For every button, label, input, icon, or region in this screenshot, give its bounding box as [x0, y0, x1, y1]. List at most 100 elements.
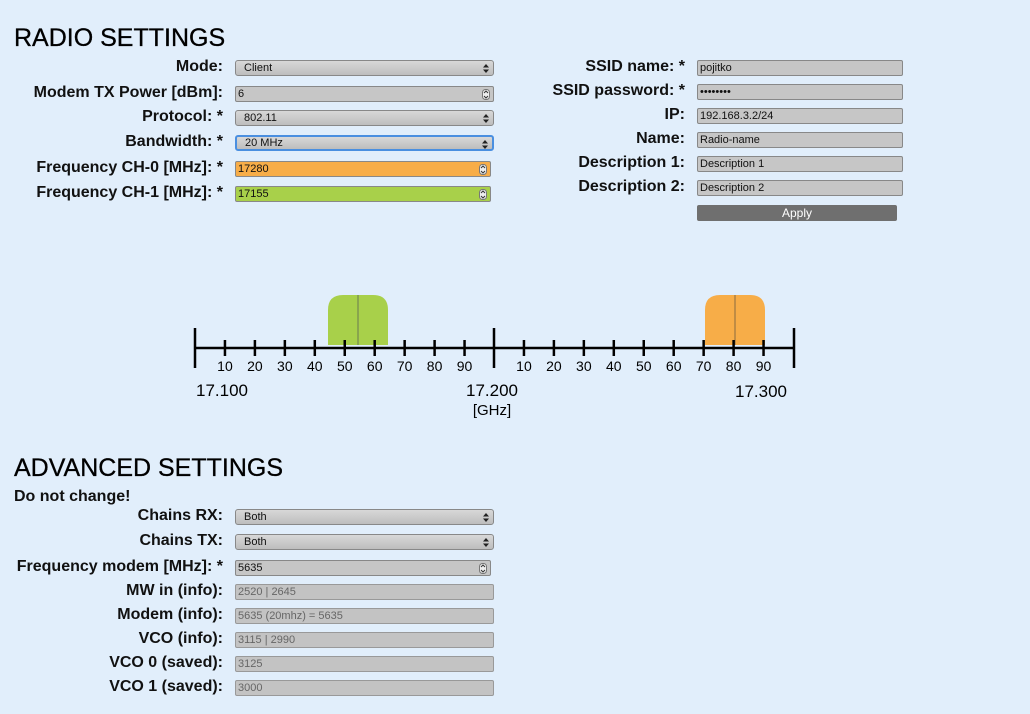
field-text: 3125 — [238, 658, 263, 670]
field-text: Frequency modem [MHz]: * — [16, 558, 223, 575]
tick-label: 50 — [337, 358, 353, 374]
input[interactable]: •••••••• — [697, 84, 903, 100]
select-arrow — [482, 140, 488, 149]
field-label: Modem TX Power [dBm]: — [34, 84, 223, 102]
field-text: 192.168.3.2/24 — [700, 110, 774, 122]
field-text: MW in (info): — [126, 582, 223, 599]
select-arrow — [483, 538, 489, 547]
field-text: Description 2: — [578, 178, 685, 195]
field-text: SSID name: * — [585, 58, 685, 75]
field-text: Both — [244, 536, 267, 548]
input[interactable]: 17155 — [235, 186, 491, 202]
select-arrow — [483, 114, 489, 123]
field-text: Modem TX Power [dBm]: — [33, 84, 223, 101]
input: 3115 | 2990 — [235, 632, 494, 648]
field-text: SSID password: * — [552, 82, 685, 99]
field-text: 2520 | 2645 — [238, 586, 296, 598]
field-text: Mode: — [175, 58, 223, 75]
section-title: RADIO SETTINGS — [14, 24, 226, 52]
section-title: ADVANCED SETTINGS — [14, 454, 284, 482]
field-text: 6 — [238, 88, 245, 100]
tick-label: 70 — [397, 358, 413, 374]
input: 5635 (20mhz) = 5635 — [235, 608, 494, 624]
warning: Do not change! — [14, 488, 131, 505]
field-text: 5635 (20mhz) = 5635 — [238, 610, 343, 622]
field-label: Chains RX: — [138, 507, 223, 525]
field-text: Protocol: * — [142, 108, 223, 125]
input[interactable]: Radio-name — [697, 132, 903, 148]
input[interactable]: pojitko — [697, 60, 903, 76]
field-text: Chains RX: — [137, 507, 223, 524]
channel-0-block — [705, 295, 765, 345]
input[interactable]: 802.11 — [235, 110, 494, 126]
input[interactable]: Both — [235, 534, 494, 550]
tick-label: 40 — [307, 358, 323, 374]
field-text: Description 1 — [700, 158, 765, 170]
field-text: IP: — [664, 106, 685, 123]
tick-label: 80 — [726, 358, 742, 374]
input[interactable]: Description 1 — [697, 156, 903, 172]
field-text: Modem (info): — [117, 606, 223, 623]
select-arrow — [483, 64, 489, 73]
field-label: Frequency modem [MHz]: * — [17, 558, 223, 576]
input: 2520 | 2645 — [235, 584, 494, 600]
field-text: 3000 — [238, 682, 263, 694]
field-label: Name: — [636, 130, 685, 148]
field-text: pojitko — [700, 62, 732, 74]
field-label: Modem (info): — [117, 606, 223, 624]
field-label: VCO 1 (saved): — [109, 678, 223, 696]
field-text: Both — [244, 511, 267, 523]
tick-label: 80 — [427, 358, 443, 374]
frequency-scale: 10 20 30 40 50 60 70 80 90 10 20 30 40 50 60 70 80 90 17.1… — [193, 295, 796, 419]
field-label: VCO 0 (saved): — [109, 654, 223, 672]
spinner — [479, 164, 487, 175]
field-text: Description 2 — [700, 182, 765, 194]
tick-label: 30 — [277, 358, 293, 374]
field-label: Description 2: — [578, 178, 685, 196]
input[interactable]: 5635 — [235, 560, 491, 576]
field-label: IP: — [665, 106, 685, 124]
field-text: Radio-name — [700, 134, 760, 146]
input[interactable]: Both — [235, 509, 494, 525]
input[interactable]: 192.168.3.2/24 — [697, 108, 903, 124]
tick-label: 50 — [636, 358, 652, 374]
spinner — [479, 189, 487, 200]
tick-label: 10 — [217, 358, 233, 374]
tick-label: 70 — [696, 358, 712, 374]
tick-label: 10 — [516, 358, 532, 374]
field-text: 5635 — [238, 562, 263, 574]
field-text: Frequency CH-0 [MHz]: * — [36, 159, 223, 176]
tick-label: 60 — [666, 358, 682, 374]
tick-label: 90 — [756, 358, 772, 374]
field-label: SSID password: * — [553, 82, 685, 100]
input[interactable]: Client — [235, 60, 494, 76]
field-text: 802.11 — [244, 112, 277, 124]
field-text: 20 MHz — [245, 137, 283, 149]
input: 3000 — [235, 680, 494, 696]
unit-label: [GHz] — [473, 402, 511, 419]
input[interactable]: 6 — [235, 86, 494, 102]
field-text: Client — [244, 62, 273, 74]
apply-button[interactable]: Apply — [697, 205, 897, 221]
field-text: Frequency CH-1 [MHz]: * — [36, 184, 223, 201]
field-text: 3115 | 2990 — [238, 634, 296, 646]
field-text: VCO (info): — [138, 630, 223, 647]
field-label: SSID name: * — [585, 58, 685, 76]
scale-label: 17.200 — [466, 381, 518, 400]
input[interactable]: 17280 — [235, 161, 491, 177]
tick-label: 20 — [247, 358, 263, 374]
field-text: Name: — [636, 130, 685, 147]
field-text: Chains TX: — [139, 532, 223, 549]
input[interactable]: Description 2 — [697, 180, 903, 196]
tick-label: 40 — [606, 358, 622, 374]
field-label: Protocol: * — [142, 108, 223, 126]
field-label: MW in (info): — [126, 582, 223, 600]
input: 3125 — [235, 656, 494, 672]
field-text: Description 1: — [578, 154, 685, 171]
tick-label: 20 — [546, 358, 562, 374]
field-label: Mode: — [176, 58, 223, 76]
channel-1-block — [328, 295, 388, 345]
field-text: •••••••• — [700, 86, 731, 98]
input[interactable]: 20 MHz — [235, 135, 494, 151]
scale-label: 17.100 — [196, 381, 248, 400]
